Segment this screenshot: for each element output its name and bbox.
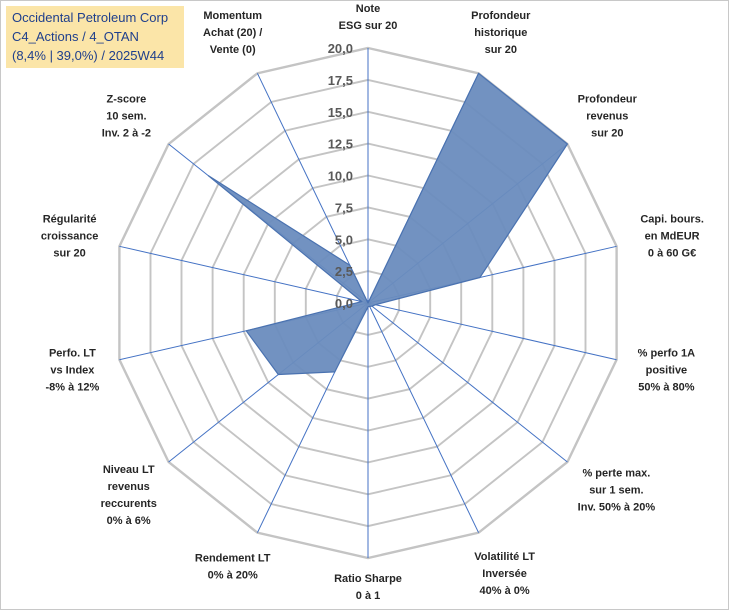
axis-label: Volatilité LT Inversée 40% à 0% <box>474 551 535 597</box>
axis-label-line: 50% à 80% <box>638 381 694 393</box>
axis-label-line: revenus <box>586 110 628 122</box>
axis-spoke <box>119 245 369 304</box>
axis-label: Momentum Achat (20) / Vente (0) <box>203 10 262 56</box>
axis-label-line: Momentum <box>203 10 262 22</box>
axis-spoke <box>367 302 617 361</box>
tick-label: 12,5 <box>328 137 353 152</box>
axis-label: % perfo 1A positive 50% à 80% <box>638 347 696 393</box>
axis-labels: Note ESG sur 20 Profondeur historique sur 20… <box>41 3 704 602</box>
axis-label-line: Perfo. LT <box>49 347 96 359</box>
category-label: C4_Actions / 4_OTAN <box>12 29 139 44</box>
axis-label-line: sur 20 <box>485 44 517 56</box>
axis-label: Capi. bours. en MdEUR 0 à 60 G€ <box>640 214 704 260</box>
axis-label-line: 0% à 6% <box>107 515 151 527</box>
tick-label: 20,0 <box>328 41 353 56</box>
tick-label: 7,5 <box>335 200 353 215</box>
company-name: Occidental Petroleum Corp <box>12 10 169 25</box>
axis-label-line: Inv. 50% à 20% <box>578 502 656 514</box>
stats-label: (8,4% | 39,0%) / 2025W44 <box>12 48 165 63</box>
axis-label-line: historique <box>474 27 527 39</box>
axis-label-line: sur 1 sem. <box>589 485 643 497</box>
axis-label-line: sur 20 <box>53 248 85 260</box>
tick-label: 15,0 <box>328 105 353 120</box>
axis-label: Ratio Sharpe 0 à 1 <box>334 573 402 602</box>
radial-tick-labels: 0,0 2,5 5,0 7,5 10,0 12,5 15,0 17,5 20,0 <box>328 41 353 311</box>
axis-label: Profondeur historique sur 20 <box>471 10 531 56</box>
axis-label-line: Profondeur <box>578 93 638 105</box>
axis-label: Niveau LT revenus reccurents 0% à 6% <box>101 464 157 527</box>
axis-label: Rendement LT 0% à 20% <box>195 553 271 582</box>
axis-label-line: 10 sem. <box>106 110 146 122</box>
tick-label: 5,0 <box>335 232 353 247</box>
axis-label-line: croissance <box>41 231 98 243</box>
axis-label-line: Inv. 2 à -2 <box>102 127 151 139</box>
axis-label-line: Achat (20) / <box>203 27 262 39</box>
axis-label-line: Z-score <box>107 93 147 105</box>
axis-label-line: % perfo 1A <box>638 347 696 359</box>
axis-label-line: Vente (0) <box>210 44 256 56</box>
axis-label-line: Volatilité LT <box>474 551 535 563</box>
axis-label-line: Régularité <box>43 214 97 226</box>
axis-label-line: -8% à 12% <box>45 381 99 393</box>
axis-label-line: % perte max. <box>582 468 650 480</box>
axis-label-line: ESG sur 20 <box>339 20 398 32</box>
axis-label-line: Ratio Sharpe <box>334 573 402 585</box>
axis-label-line: revenus <box>108 481 150 493</box>
data-area <box>207 72 569 376</box>
axis-label-line: 0 à 1 <box>356 590 380 602</box>
axis-label-line: Capi. bours. <box>640 214 704 226</box>
axis-label-line: Inversée <box>482 568 527 580</box>
tick-label: 2,5 <box>335 264 353 279</box>
axis-label: Note ESG sur 20 <box>339 3 398 32</box>
axis-label: Profondeur revenus sur 20 <box>578 93 638 139</box>
axis-label: % perte max. sur 1 sem. Inv. 50% à 20% <box>578 468 656 514</box>
axis-label-line: positive <box>646 364 688 376</box>
axis-label-line: Rendement LT <box>195 553 271 565</box>
axis-label: Régularité croissance sur 20 <box>41 214 98 260</box>
axis-label-line: sur 20 <box>591 127 623 139</box>
axis-label-line: en MdEUR <box>645 231 700 243</box>
axis-label: Perfo. LT vs Index -8% à 12% <box>45 347 99 393</box>
tick-label: 10,0 <box>328 169 353 184</box>
tick-label: 17,5 <box>328 73 353 88</box>
axis-spoke <box>367 302 480 533</box>
axis-label-line: Niveau LT <box>103 464 155 476</box>
chart-title-box: Occidental Petroleum Corp C4_Actions / 4… <box>6 6 184 68</box>
axis-label-line: 40% à 0% <box>480 585 530 597</box>
tick-label: 0,0 <box>335 296 353 311</box>
axis-spoke <box>367 302 568 463</box>
axis-label-line: reccurents <box>101 498 157 510</box>
axis-label: Z-score 10 sem. Inv. 2 à -2 <box>102 93 151 139</box>
axis-label-line: Note <box>356 3 380 15</box>
axis-label-line: Profondeur <box>471 10 531 22</box>
axis-label-line: 0 à 60 G€ <box>648 248 696 260</box>
axis-label-line: 0% à 20% <box>208 570 258 582</box>
radar-series <box>207 72 569 376</box>
axis-label-line: vs Index <box>50 364 95 376</box>
